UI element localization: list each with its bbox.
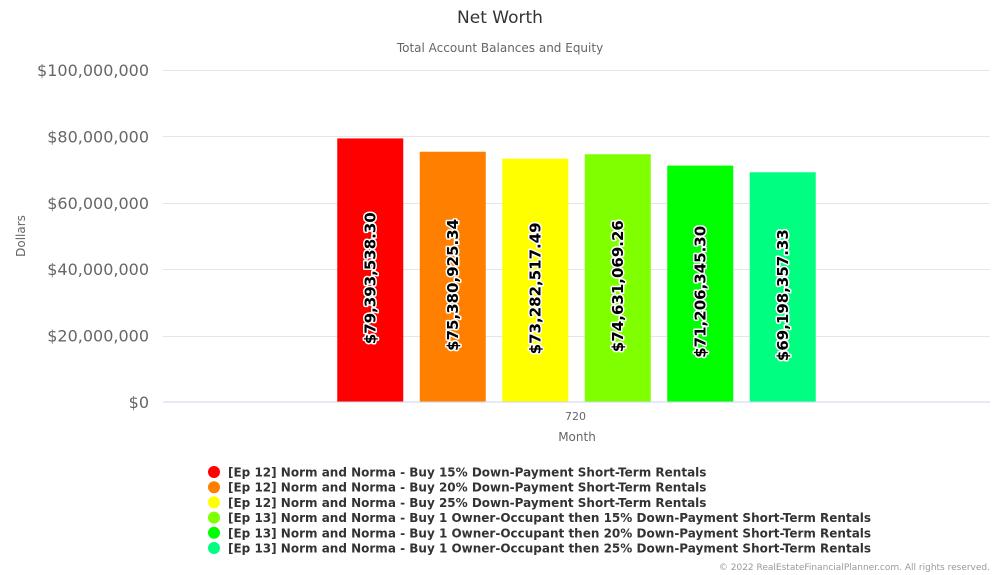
data-label: $69,198,357.33 — [774, 229, 792, 361]
legend-item[interactable]: [Ep 13] Norm and Norma - Buy 1 Owner-Occ… — [208, 526, 871, 540]
credits: © 2022 RealEstateFinancialPlanner.com. A… — [719, 563, 990, 573]
y-axis-ticks: $0 $20,000,000 $40,000,000 $60,000,000 $80,0… — [37, 61, 149, 412]
data-label: $73,282,517.49 — [526, 222, 544, 354]
y-tick-label: $60,000,000 — [47, 194, 149, 213]
bar — [502, 158, 569, 402]
legend-label: [Ep 13] Norm and Norma - Buy 1 Owner-Occ… — [228, 542, 871, 556]
bar-series — [337, 138, 816, 402]
gridlines — [163, 70, 990, 337]
legend: [Ep 12] Norm and Norma - Buy 15% Down-Pa… — [208, 466, 871, 556]
x-tick-label: 720 — [565, 410, 586, 423]
legend-item[interactable]: [Ep 12] Norm and Norma - Buy 20% Down-Pa… — [208, 481, 706, 495]
legend-item[interactable]: [Ep 12] Norm and Norma - Buy 25% Down-Pa… — [208, 496, 706, 510]
data-label: $71,206,345.30 — [691, 226, 709, 358]
y-tick-label: $40,000,000 — [47, 260, 149, 279]
y-axis-label: Dollars — [14, 215, 28, 257]
legend-symbol — [208, 526, 220, 539]
bar — [337, 138, 404, 402]
bar — [584, 154, 651, 402]
legend-label: [Ep 13] Norm and Norma - Buy 1 Owner-Occ… — [228, 526, 871, 540]
chart-title: Net Worth — [457, 8, 543, 28]
legend-symbol — [208, 542, 220, 554]
data-label: $75,380,925.34 — [444, 219, 462, 351]
data-label: $79,393,538.30 — [361, 212, 379, 344]
bar — [749, 172, 816, 402]
legend-symbol — [208, 481, 220, 494]
legend-label: [Ep 13] Norm and Norma - Buy 1 Owner-Occ… — [228, 511, 871, 525]
legend-item[interactable]: [Ep 13] Norm and Norma - Buy 1 Owner-Occ… — [208, 511, 871, 525]
y-tick-label: $100,000,000 — [37, 61, 149, 80]
bar — [419, 151, 486, 402]
legend-symbol — [208, 496, 220, 509]
data-label: $74,631,069.26 — [609, 220, 627, 352]
legend-label: [Ep 12] Norm and Norma - Buy 15% Down-Pa… — [228, 466, 706, 480]
y-tick-label: $0 — [129, 393, 149, 412]
x-axis-ticks: 720 — [565, 410, 586, 423]
data-labels: $79,393,538.30 $75,380,925.34 $73,282,517.… — [360, 211, 794, 363]
y-tick-label: $80,000,000 — [47, 127, 149, 146]
legend-item[interactable]: [Ep 12] Norm and Norma - Buy 15% Down-Pa… — [208, 466, 706, 480]
chart-subtitle: Total Account Balances and Equity — [396, 41, 603, 55]
legend-label: [Ep 12] Norm and Norma - Buy 25% Down-Pa… — [228, 496, 706, 510]
x-axis-label: Month — [558, 430, 596, 444]
legend-symbol — [208, 466, 220, 478]
legend-item[interactable]: [Ep 13] Norm and Norma - Buy 1 Owner-Occ… — [208, 542, 871, 556]
y-tick-label: $20,000,000 — [47, 327, 149, 346]
legend-label: [Ep 12] Norm and Norma - Buy 20% Down-Pa… — [228, 481, 706, 495]
legend-symbol — [208, 511, 220, 524]
bar — [667, 165, 734, 402]
